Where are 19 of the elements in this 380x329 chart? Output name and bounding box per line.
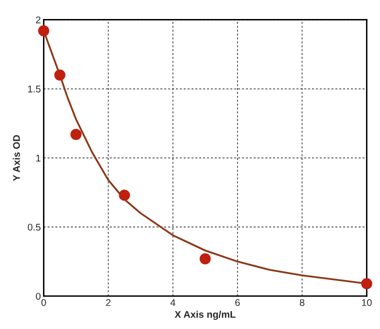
point (200, 253, 211, 264)
y-axis-title: Y Axis OD (12, 135, 20, 181)
x-tick-label: 0 (41, 299, 46, 306)
y-tick-label: 0.5 (28, 224, 41, 231)
x-tick-label: 10 (362, 299, 372, 306)
point (361, 278, 372, 290)
point (54, 69, 66, 81)
x-axis-title: X Axis ng/mL (174, 310, 236, 320)
y-tick-label: 0 (36, 292, 41, 300)
x-tick-label: 8 (300, 299, 304, 306)
y-tick-label: 2 (36, 16, 40, 24)
x-tick-label: 4 (170, 299, 176, 306)
point (70, 128, 82, 140)
x-tick-label: 6 (235, 299, 240, 306)
point (118, 190, 130, 201)
x-tick-label: 2 (106, 299, 111, 306)
point (38, 25, 50, 36)
y-tick-label: 1 (36, 154, 40, 162)
y-tick-label: 1.5 (28, 86, 41, 92)
